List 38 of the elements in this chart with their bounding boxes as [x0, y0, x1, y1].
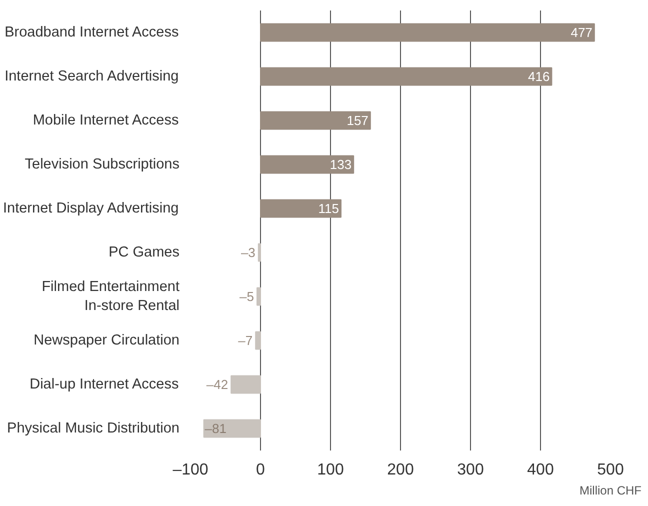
x-tick-label: 100	[317, 462, 344, 478]
y-tick-label: Television Subscriptions	[24, 156, 180, 172]
bar	[203, 419, 261, 438]
data-label: 157	[346, 113, 368, 128]
bar	[260, 155, 354, 174]
y-tick-label: PC Games	[108, 244, 180, 260]
bar	[260, 199, 342, 218]
data-label: –3	[240, 245, 256, 260]
x-tick-label: 400	[527, 462, 554, 478]
bar	[260, 23, 595, 42]
bar	[256, 287, 261, 306]
x-tick-label: 500	[597, 462, 624, 478]
data-label: –7	[238, 333, 253, 348]
y-tick-label: Filmed Entertainment In-store Rental	[42, 278, 180, 314]
data-label: 115	[318, 201, 340, 216]
y-tick-label: Physical Music Distribution	[7, 420, 180, 436]
y-tick-label: Mobile Internet Access	[32, 112, 179, 128]
y-tick-label: Dial-up Internet Access	[30, 376, 179, 392]
data-label: 477	[570, 25, 592, 40]
bar	[260, 67, 552, 86]
y-tick-label: Newspaper Circulation	[34, 332, 180, 348]
data-label: 416	[528, 69, 550, 84]
data-label: –5	[240, 289, 254, 304]
x-tick-label: –100	[172, 462, 208, 478]
x-axis-title: Million CHF	[580, 484, 642, 498]
data-label: 133	[330, 157, 352, 172]
x-tick-label: 0	[256, 462, 266, 478]
y-tick-label: Internet Search Advertising	[4, 68, 179, 84]
data-label: –81	[204, 421, 227, 436]
y-tick-label: Broadband Internet Access	[4, 24, 179, 40]
x-tick-label: 200	[387, 462, 414, 478]
data-label: –42	[206, 377, 228, 392]
bar	[230, 375, 261, 394]
bar	[260, 111, 371, 130]
y-tick-label: Internet Display Advertising	[3, 200, 179, 216]
bar	[255, 331, 261, 350]
bar	[258, 243, 261, 262]
x-tick-label: 300	[457, 462, 484, 478]
